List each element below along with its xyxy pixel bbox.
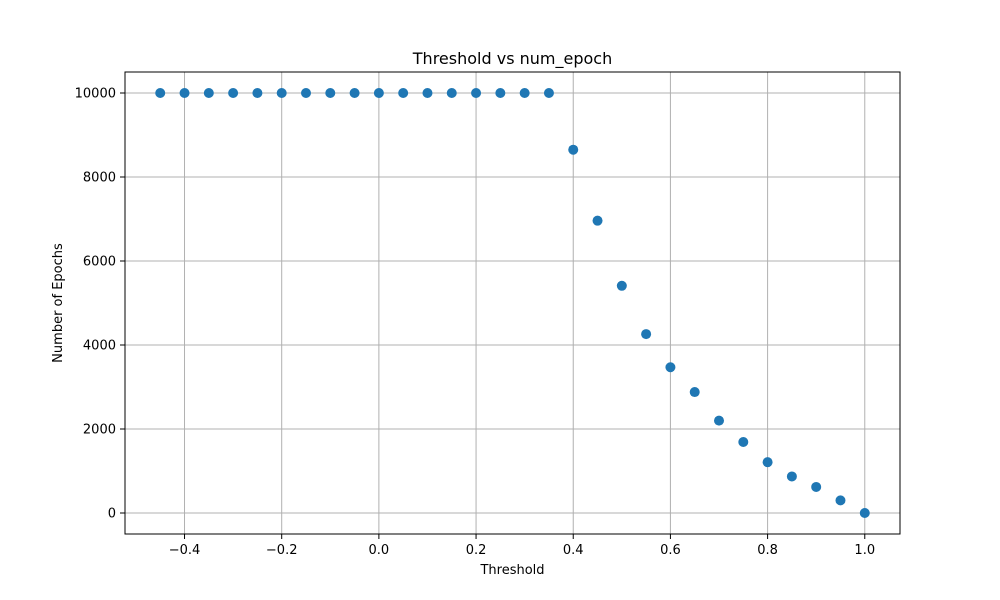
data-point — [252, 88, 263, 98]
x-tick-label: 0.8 — [757, 543, 778, 558]
data-point — [155, 88, 166, 98]
x-tick-label: −0.2 — [266, 543, 298, 558]
data-point — [738, 437, 749, 448]
data-point — [786, 471, 797, 482]
x-tick-label: 0.2 — [466, 543, 487, 558]
y-axis-label: Number of Epochs — [51, 243, 66, 363]
y-tick-label: 10000 — [75, 87, 116, 102]
data-point — [228, 88, 239, 98]
y-axis: 0 2000 4000 6000 8000 10000 — [75, 87, 125, 522]
data-point — [203, 88, 214, 98]
data-point — [398, 88, 409, 98]
x-tick-label: 0.4 — [563, 543, 584, 558]
chart-title: Threshold vs num_epoch — [412, 49, 612, 69]
data-point — [835, 495, 846, 506]
data-point — [495, 88, 506, 98]
data-point — [300, 88, 311, 98]
x-axis: −0.4 −0.2 0.0 0.2 0.4 0.6 0.8 1.0 — [169, 534, 875, 558]
data-point — [811, 481, 822, 492]
data-point — [592, 215, 603, 226]
data-point — [446, 88, 457, 98]
data-point — [179, 88, 190, 98]
data-point — [689, 387, 700, 398]
data-point — [325, 88, 336, 98]
y-tick-label: 6000 — [83, 255, 116, 270]
y-tick-label: 0 — [108, 507, 116, 522]
data-point — [665, 362, 676, 373]
data-point — [762, 457, 773, 468]
x-axis-label: Threshold — [479, 563, 544, 578]
data-point — [543, 88, 554, 98]
data-point — [519, 88, 530, 98]
data-point — [471, 88, 482, 98]
data-point — [349, 88, 360, 98]
data-point — [373, 88, 384, 98]
y-tick-label: 8000 — [83, 171, 116, 186]
plot-area-frame — [124, 71, 901, 535]
data-point — [714, 415, 725, 426]
data-point — [276, 88, 287, 98]
data-point — [641, 329, 652, 340]
x-tick-label: 0.6 — [660, 543, 681, 558]
data-points — [155, 88, 870, 518]
x-tick-label: 0.0 — [369, 543, 390, 558]
data-point — [859, 508, 870, 518]
data-point — [616, 280, 627, 291]
y-tick-label: 4000 — [83, 339, 116, 354]
x-tick-label: −0.4 — [169, 543, 201, 558]
data-point — [422, 88, 433, 98]
data-point — [568, 144, 579, 155]
grid — [125, 72, 900, 534]
y-tick-label: 2000 — [83, 423, 116, 438]
x-tick-label: 1.0 — [854, 543, 875, 558]
